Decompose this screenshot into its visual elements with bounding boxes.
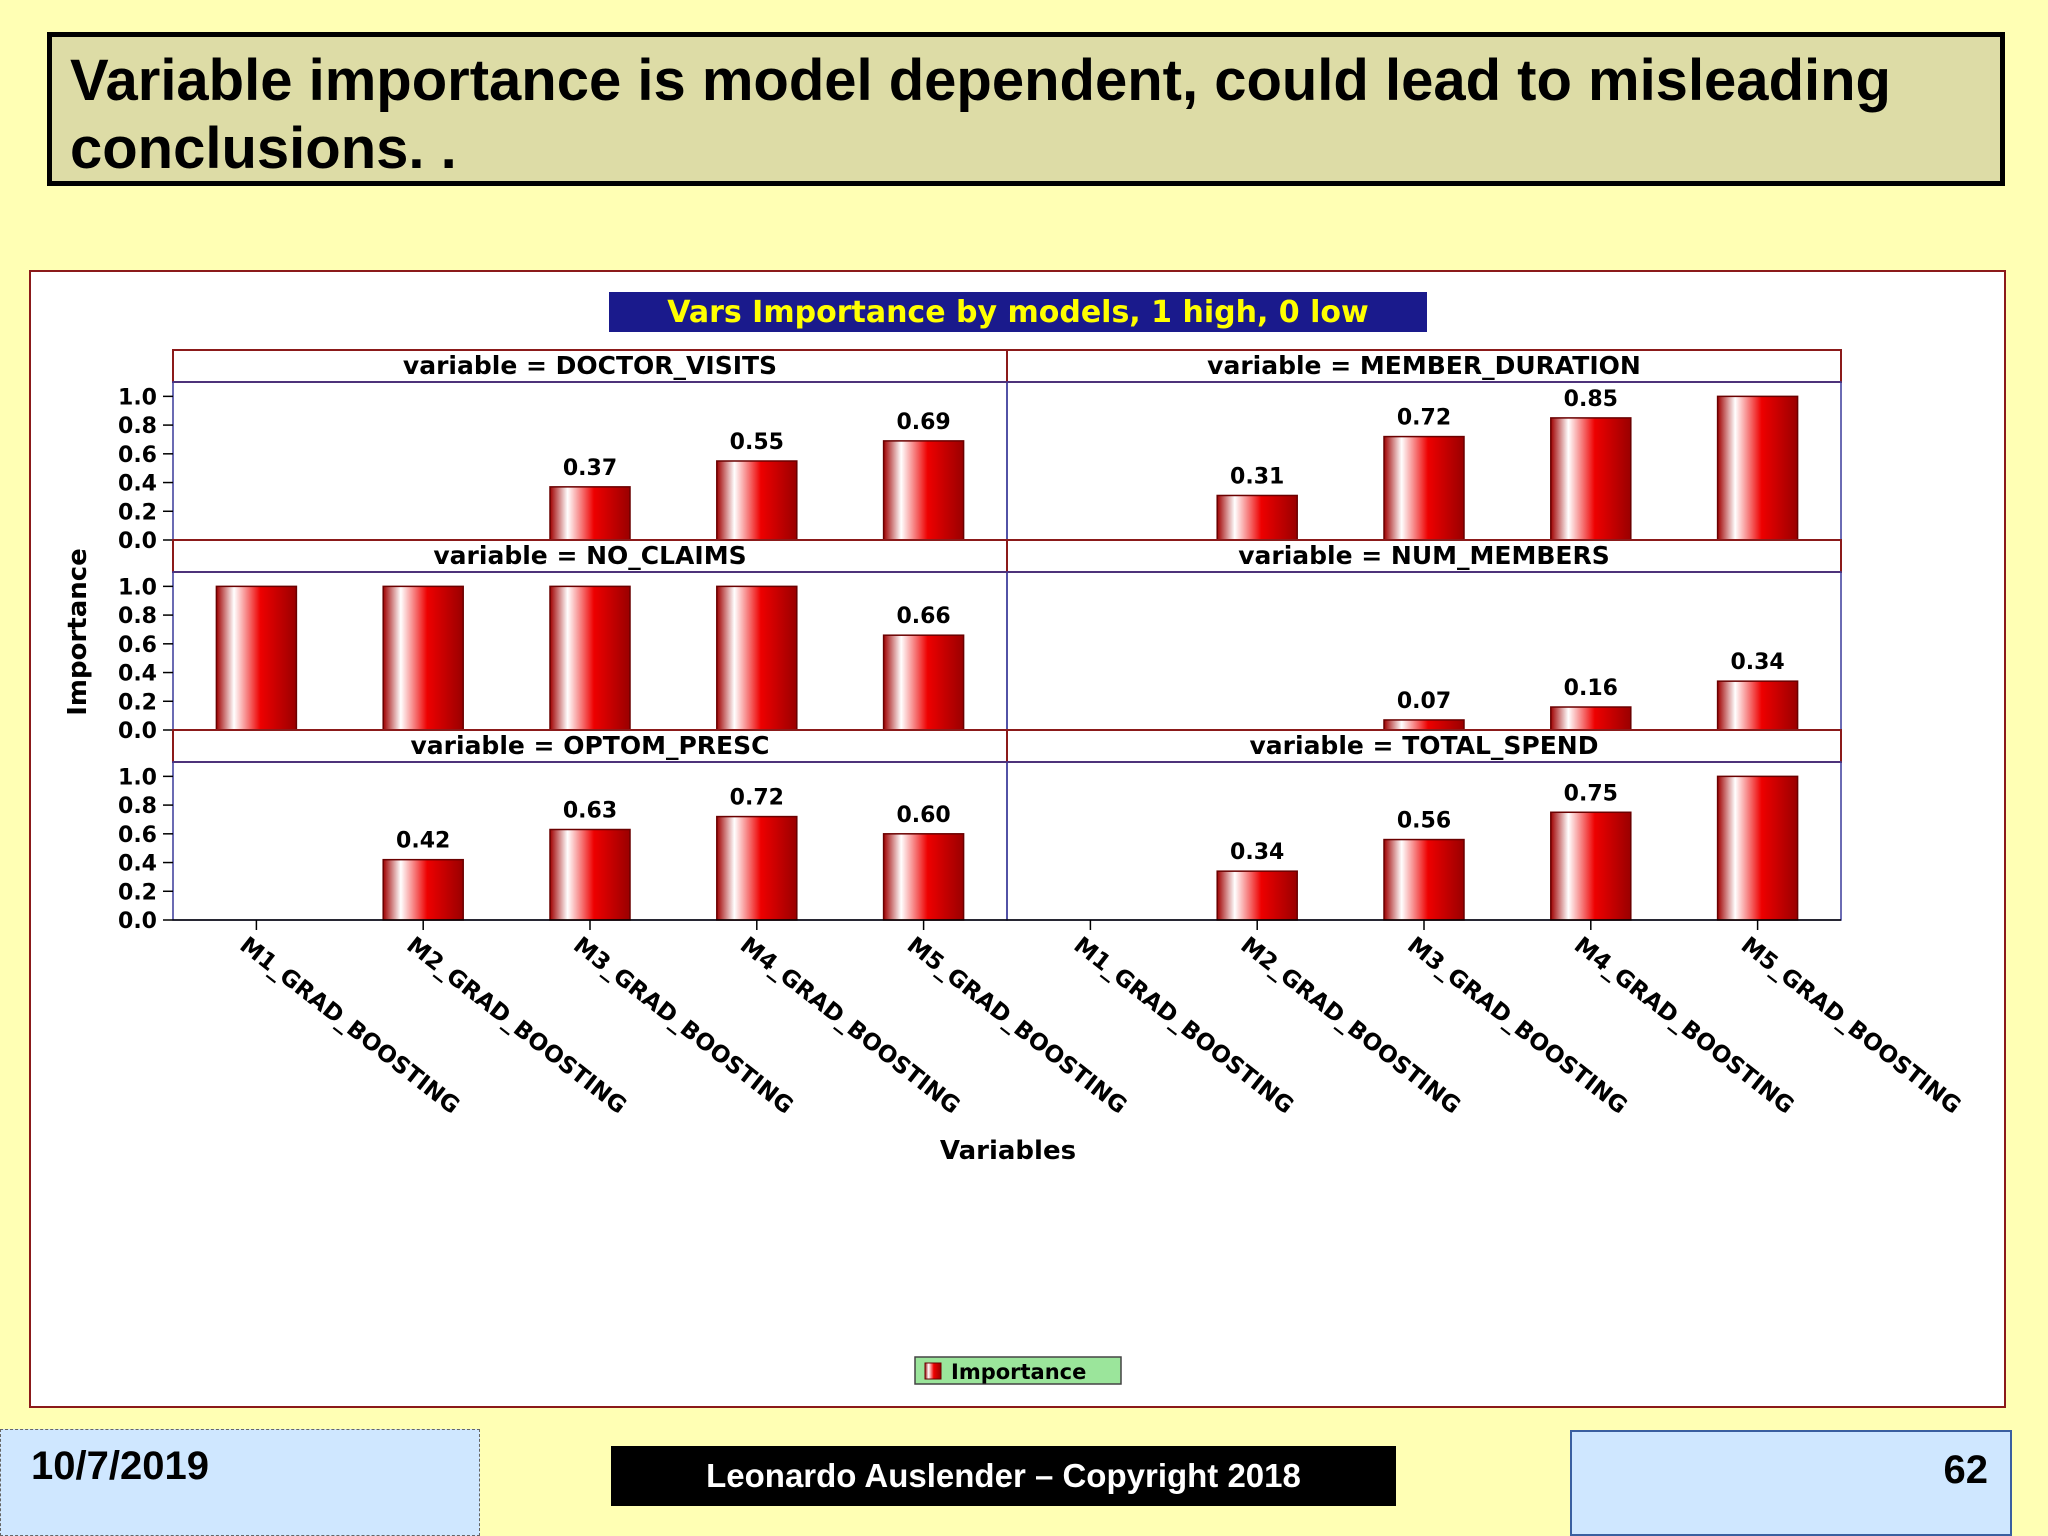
panel-strip	[1006, 349, 1842, 383]
bar	[1550, 706, 1632, 731]
bar	[549, 585, 631, 731]
data-label: 0.85	[1564, 387, 1618, 412]
data-label: 0.34	[1730, 650, 1784, 675]
panel-optom-presc: variable = OPTOM_PRESC 0.42 0.63 0.72 0.60 1.…	[118, 729, 1008, 934]
bar	[549, 486, 631, 541]
bar	[1383, 435, 1465, 541]
panel-doctor-visits: variable = DOCTOR_VISITS 0.37 0.55 0.69 1.0 0…	[118, 349, 1008, 554]
legend: Importance	[914, 1356, 1122, 1385]
data-label: 0.72	[1397, 406, 1451, 431]
y-tick-label: 1.0	[118, 575, 157, 600]
data-label: 0.75	[1564, 781, 1618, 806]
panel-label: variable = NUM_MEMBERS	[1238, 541, 1610, 570]
y-axis-label: Importance	[63, 548, 93, 716]
panel-no-claims: variable = NO_CLAIMS 0.66 1.0 0.8 0.6 0.4 0.2 0…	[118, 539, 1008, 744]
data-label: 0.55	[730, 430, 784, 455]
data-label: 0.37	[563, 456, 617, 481]
importance-chart: Vars Importance by models, 1 high, 0 low…	[63, 292, 1965, 1385]
panel-strip	[1006, 539, 1842, 573]
bar	[716, 815, 798, 921]
y-tick-label: 0.0	[118, 719, 157, 744]
bar	[716, 585, 798, 731]
chart-title-background	[609, 292, 1427, 332]
panel-member-duration: variable = MEMBER_DURATION 0.31 0.72 0.85	[1006, 349, 1842, 541]
data-label: 0.72	[730, 786, 784, 811]
bar	[1716, 395, 1799, 541]
bar	[1216, 494, 1298, 541]
panel-label: variable = MEMBER_DURATION	[1207, 351, 1641, 380]
footer-copyright: Leonardo Auslender – Copyright 2018	[611, 1446, 1396, 1506]
y-tick-label: 0.2	[118, 500, 157, 525]
bar	[716, 460, 798, 541]
data-label: 0.66	[896, 604, 950, 629]
legend-box	[914, 1356, 1122, 1385]
bar	[1550, 417, 1632, 541]
data-label: 0.16	[1564, 676, 1618, 701]
y-tick-label: 0.4	[118, 472, 157, 497]
y-tick-label: 0.6	[118, 823, 157, 848]
y-tick-label: 0.6	[118, 443, 157, 468]
bar	[882, 634, 965, 731]
panel-label: variable = DOCTOR_VISITS	[403, 351, 777, 380]
bar	[1716, 775, 1799, 921]
y-tick-label: 0.4	[118, 852, 157, 877]
y-tick-label: 0.8	[118, 794, 157, 819]
slide-title: Variable importance is model dependent, …	[70, 48, 1891, 181]
bar	[382, 858, 464, 921]
panel-label: variable = OPTOM_PRESC	[411, 731, 770, 760]
y-tick-label: 1.0	[118, 765, 157, 790]
data-label: 0.31	[1230, 464, 1284, 489]
y-tick-label: 1.0	[118, 385, 157, 410]
bar	[549, 828, 631, 921]
panel-strip	[172, 349, 1008, 383]
y-tick-label: 0.0	[118, 529, 157, 554]
chart-title-group: Vars Importance by models, 1 high, 0 low	[609, 292, 1427, 332]
y-tick-label: 0.2	[118, 690, 157, 715]
data-label: 0.07	[1397, 689, 1451, 714]
panels-layer: variable = DOCTOR_VISITS 0.37 0.55 0.69 1.0 0…	[118, 349, 1965, 1120]
bar	[1716, 680, 1799, 731]
bar	[215, 585, 298, 731]
y-tick-label: 0.8	[118, 414, 157, 439]
y-tick-label: 0.4	[118, 662, 157, 687]
bar	[1550, 811, 1632, 921]
slide-title-box: Variable importance is model dependent, …	[47, 32, 2005, 186]
chart-title: Vars Importance by models, 1 high, 0 low	[667, 295, 1368, 330]
panel-total-spend: variable = TOTAL_SPEND 0.34 0.56 0.75	[1006, 729, 1842, 921]
y-tick-label: 0.2	[118, 880, 157, 905]
data-label: 0.60	[896, 803, 950, 828]
chart-frame: Vars Importance by models, 1 high, 0 low…	[29, 270, 2006, 1408]
bar	[382, 585, 464, 731]
bar	[1383, 838, 1465, 921]
x-axis-label: Variables	[940, 1136, 1076, 1166]
data-label: 0.34	[1230, 840, 1284, 865]
data-label: 0.69	[896, 410, 950, 435]
axis-labels: Importance Variables	[63, 548, 1076, 1166]
panel-label: variable = TOTAL_SPEND	[1250, 731, 1599, 760]
bar	[1383, 719, 1465, 731]
data-label: 0.63	[563, 799, 617, 824]
panel-num-members: variable = NUM_MEMBERS 0.07 0.16 0.34	[1006, 539, 1842, 731]
y-tick-label: 0.8	[118, 604, 157, 629]
bar	[882, 833, 965, 921]
data-label: 0.56	[1397, 809, 1451, 834]
page-number: 62	[1570, 1430, 2012, 1536]
y-tick-label: 0.6	[118, 633, 157, 658]
data-label: 0.42	[396, 829, 450, 854]
panel-strip	[172, 729, 1008, 763]
legend-swatch	[924, 1362, 942, 1380]
panel-label: variable = NO_CLAIMS	[433, 541, 746, 570]
legend-label: Importance	[951, 1360, 1086, 1384]
bar	[882, 440, 965, 541]
y-tick-label: 0.0	[118, 909, 157, 934]
footer-date: 10/7/2019	[0, 1429, 480, 1536]
bar	[1216, 870, 1298, 921]
